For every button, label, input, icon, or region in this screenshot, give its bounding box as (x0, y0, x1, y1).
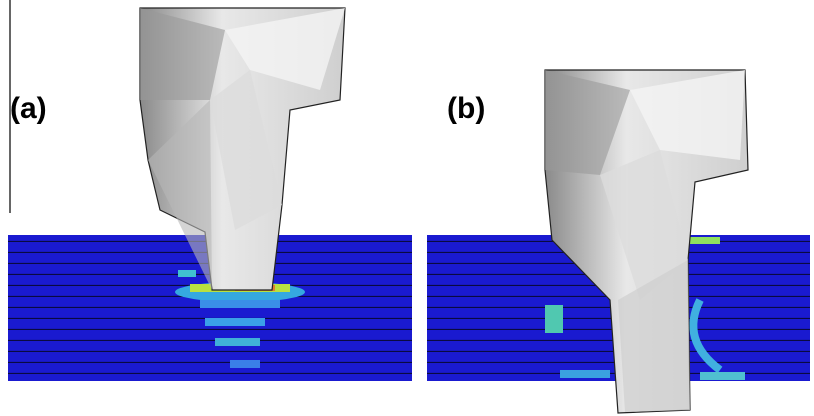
figure: (a) (b) (0, 0, 814, 416)
panel-label: (a) (10, 92, 47, 125)
panel-label: (b) (447, 92, 485, 125)
panel-b: (b) (427, 70, 810, 413)
panel-a: (a) (8, 0, 412, 381)
